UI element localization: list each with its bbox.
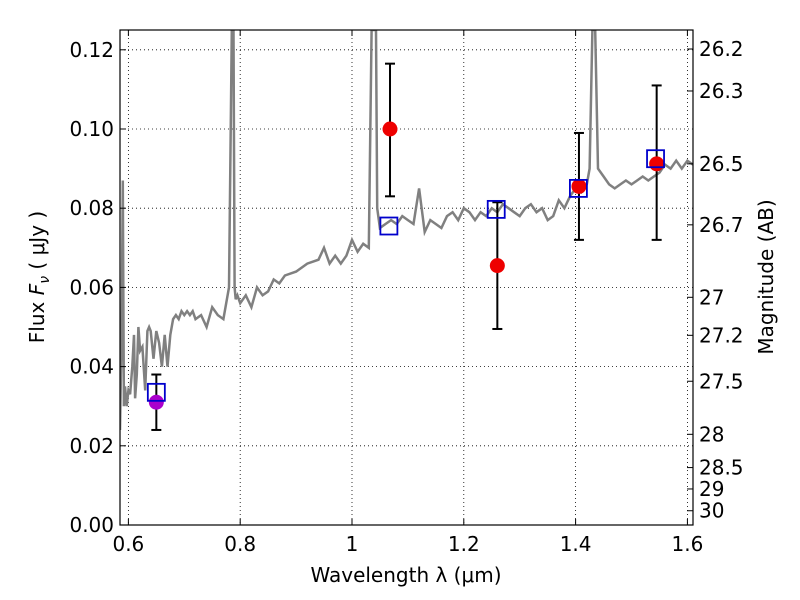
y-axis-title-symbol: F (25, 283, 49, 295)
x-tick-label: 0.6 (112, 532, 144, 556)
observed-points (148, 121, 665, 410)
model-flux-square (146, 382, 166, 402)
model-flux-square (646, 149, 665, 169)
y-tick-label: 0.02 (69, 434, 114, 458)
y2-tick-label: 29 (699, 477, 724, 501)
y2-tick-label: 27 (699, 285, 724, 309)
y-tick-label: 0.10 (69, 117, 114, 141)
y2-axis-title: Magnitude (AB) (754, 199, 778, 354)
model-flux-square (379, 216, 399, 236)
x-tick-label: 0.8 (224, 532, 256, 556)
x-tick-label: 1.4 (560, 532, 592, 556)
x-tick-label: 1 (346, 532, 359, 556)
model-flux-square (486, 199, 506, 219)
grid-lines (120, 30, 693, 526)
x-axis-title: Wavelength λ (μm) (310, 563, 501, 587)
plot-area (120, 30, 693, 431)
y2-tick-label: 26.7 (699, 213, 744, 237)
y-tick-label: 0.08 (69, 196, 114, 220)
y-tick-label: 0.04 (69, 355, 114, 379)
y-axis-ticks: 0.00 0.02 0.04 0.06 0.08 0.10 0.12 (69, 38, 126, 537)
y2-tick-label: 26.2 (699, 37, 744, 61)
observed-flux-point (571, 178, 587, 194)
y2-tick-label: 27.2 (699, 323, 744, 347)
y-axis-title: Flux Fν ( μJy ) (25, 211, 53, 343)
observed-flux-point (649, 156, 665, 172)
x-tick-label: 1.2 (448, 532, 480, 556)
y-tick-label: 0.12 (69, 38, 114, 62)
y2-tick-label: 30 (699, 499, 724, 523)
y-tick-label: 0.00 (69, 513, 114, 537)
y-tick-label: 0.06 (69, 275, 114, 299)
y2-tick-label: 27.5 (699, 369, 744, 393)
observed-flux-point (489, 258, 505, 274)
y2-tick-label: 26.3 (699, 79, 744, 103)
y2-tick-label: 28.5 (699, 456, 744, 480)
x-axis-ticks: 0.6 0.8 1 1.2 1.4 1.6 (112, 30, 703, 556)
x-tick-label: 1.6 (672, 532, 704, 556)
y-axis-title-suffix: ( μJy ) (25, 211, 49, 276)
y-axis-title-prefix: Flux (25, 295, 49, 343)
model-flux-square (569, 178, 588, 198)
y-axis-title-subscript: ν (37, 276, 53, 284)
error-bars (151, 62, 662, 431)
y2-tick-label: 28 (699, 422, 724, 446)
observed-flux-point (382, 121, 398, 137)
model-points (146, 149, 665, 402)
model-spectrum-line (120, 30, 693, 431)
y2-tick-label: 26.5 (699, 152, 744, 176)
plot-frame (119, 29, 694, 526)
observed-flux-point (148, 394, 164, 410)
